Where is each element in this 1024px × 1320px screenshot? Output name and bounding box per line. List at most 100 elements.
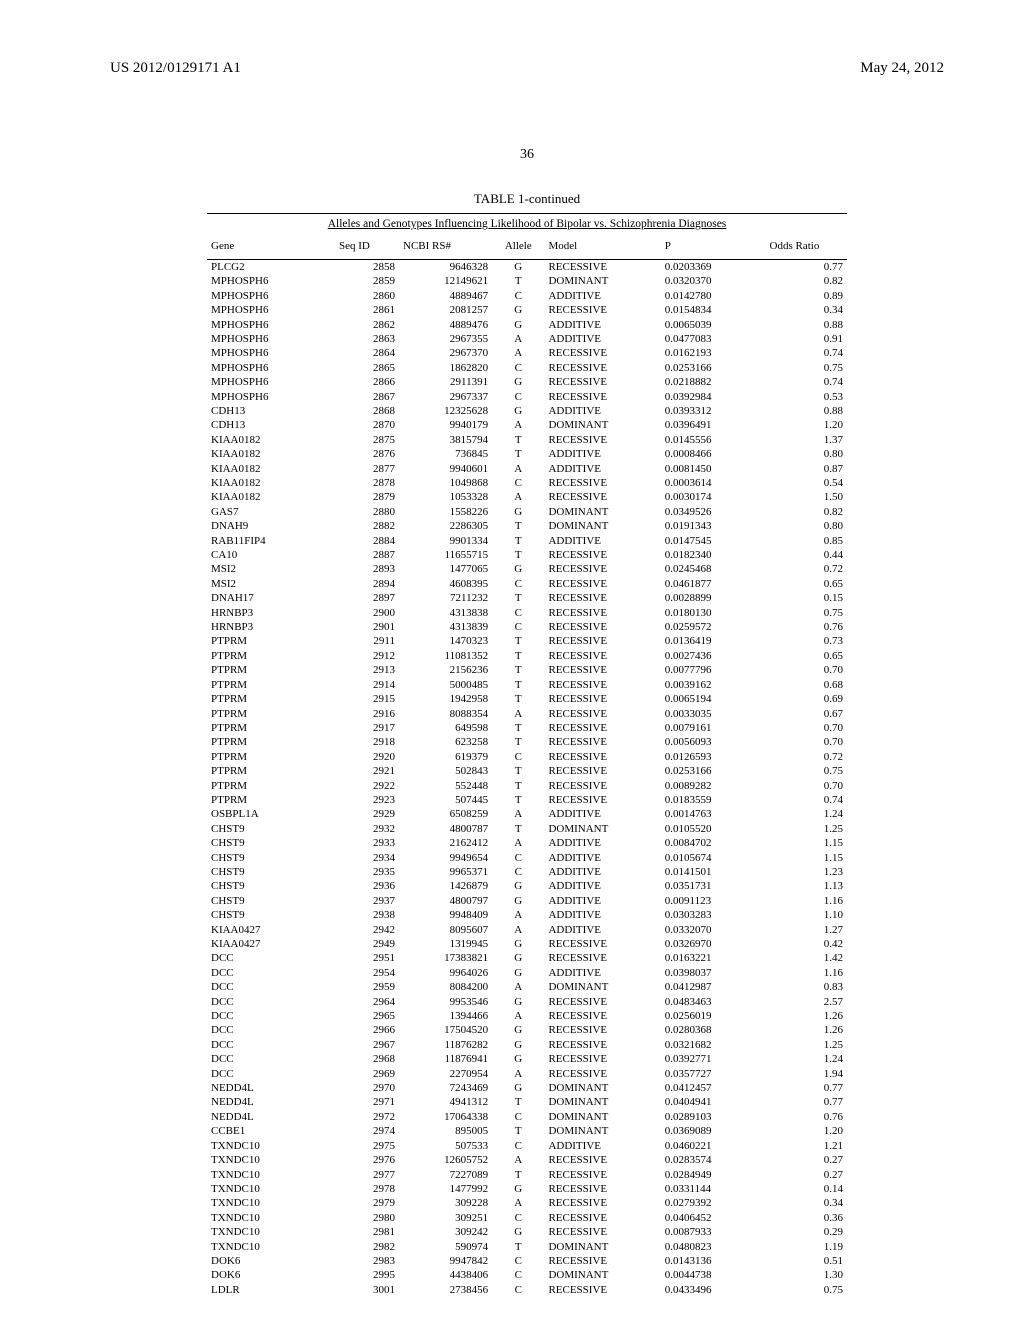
table-cell: 2964: [335, 995, 399, 1009]
table-cell: ADDITIVE: [544, 966, 660, 980]
table-cell: CHST9: [207, 822, 335, 836]
table-cell: ADDITIVE: [544, 808, 660, 822]
table-cell: 2937: [335, 894, 399, 908]
table-cell: DCC: [207, 966, 335, 980]
table-cell: TXNDC10: [207, 1226, 335, 1240]
table-cell: PTPRM: [207, 693, 335, 707]
table-row: NEDD4L29707243469GDOMINANT0.04124570.77: [207, 1082, 847, 1096]
table-row: KIAA018228753815794TRECESSIVE0.01455561.…: [207, 433, 847, 447]
table-cell: T: [492, 721, 544, 735]
table-cell: 1426879: [399, 880, 492, 894]
table-row: MPHOSPH628672967337CRECESSIVE0.03929840.…: [207, 390, 847, 404]
table-row: PTPRM2921502843TRECESSIVE0.02531660.75: [207, 765, 847, 779]
table-cell: 0.88: [766, 404, 847, 418]
table-row: TXNDC1029781477992GRECESSIVE0.03311440.1…: [207, 1182, 847, 1196]
table-cell: TXNDC10: [207, 1211, 335, 1225]
table-cell: RECESSIVE: [544, 952, 660, 966]
table-cell: 0.76: [766, 621, 847, 635]
table-cell: 0.82: [766, 505, 847, 519]
table-cell: RECESSIVE: [544, 1283, 660, 1297]
table-row: CHST929349949654CADDITIVE0.01056741.15: [207, 851, 847, 865]
table-cell: 2970: [335, 1082, 399, 1096]
table-cell: 1558226: [399, 505, 492, 519]
table-cell: 0.0326970: [661, 938, 766, 952]
table-cell: 1.20: [766, 419, 847, 433]
table-cell: DOMINANT: [544, 1240, 660, 1254]
table-cell: 0.88: [766, 318, 847, 332]
table-cell: A: [492, 419, 544, 433]
table-cell: G: [492, 260, 544, 275]
table-cell: 0.0039162: [661, 678, 766, 692]
table-cell: T: [492, 736, 544, 750]
table-cell: 2081257: [399, 304, 492, 318]
table-row: PTPRM29132156236TRECESSIVE0.00777960.70: [207, 664, 847, 678]
table-cell: A: [492, 981, 544, 995]
table-cell: 2877: [335, 462, 399, 476]
table-cell: 4800787: [399, 822, 492, 836]
table-cell: PTPRM: [207, 779, 335, 793]
table-cell: 2967: [335, 1038, 399, 1052]
table-cell: G: [492, 1053, 544, 1067]
table-row: KIAA018228779940601AADDITIVE0.00814500.8…: [207, 462, 847, 476]
table-cell: 0.0065194: [661, 693, 766, 707]
table-cell: 2972: [335, 1110, 399, 1124]
table-cell: RECESSIVE: [544, 361, 660, 375]
table-cell: 0.0077796: [661, 664, 766, 678]
table-cell: CHST9: [207, 894, 335, 908]
table-cell: 2864: [335, 347, 399, 361]
table-row: KIAA042729428095607AADDITIVE0.03320701.2…: [207, 923, 847, 937]
table-cell: RECESSIVE: [544, 649, 660, 663]
table-cell: 1.94: [766, 1067, 847, 1081]
table-cell: ADDITIVE: [544, 318, 660, 332]
table-cell: T: [492, 649, 544, 663]
table-cell: 1.25: [766, 822, 847, 836]
table-cell: DOMINANT: [544, 1082, 660, 1096]
table-cell: RECESSIVE: [544, 779, 660, 793]
table-row: DOK629954438406CDOMINANT0.00447381.30: [207, 1269, 847, 1283]
table-cell: 2861: [335, 304, 399, 318]
table-cell: 2914: [335, 678, 399, 692]
table-cell: 0.0433496: [661, 1283, 766, 1297]
table-cell: 2893: [335, 563, 399, 577]
table-title: TABLE 1-continued: [110, 191, 944, 207]
table-cell: T: [492, 433, 544, 447]
table-cell: 0.0008466: [661, 448, 766, 462]
table-header-row: Gene Seq ID NCBI RS# Allele Model P Odds…: [207, 236, 847, 260]
table-cell: ADDITIVE: [544, 923, 660, 937]
table-cell: DCC: [207, 952, 335, 966]
table-row: CHST929374800797GADDITIVE0.00911231.16: [207, 894, 847, 908]
table-cell: RECESSIVE: [544, 1226, 660, 1240]
table-cell: 2966: [335, 1024, 399, 1038]
table-cell: A: [492, 909, 544, 923]
table-cell: 2911391: [399, 376, 492, 390]
table-cell: 7243469: [399, 1082, 492, 1096]
table-cell: 1942958: [399, 693, 492, 707]
table-cell: 0.0105674: [661, 851, 766, 865]
table-cell: 0.68: [766, 678, 847, 692]
table-row: CHST929359965371CADDITIVE0.01415011.23: [207, 865, 847, 879]
table-cell: DCC: [207, 1067, 335, 1081]
table-cell: RECESSIVE: [544, 664, 660, 678]
table-cell: 1394466: [399, 1010, 492, 1024]
table-cell: 552448: [399, 779, 492, 793]
table-cell: 2980: [335, 1211, 399, 1225]
table-row: KIAA01822876736845TADDITIVE0.00084660.80: [207, 448, 847, 462]
table-cell: KIAA0427: [207, 938, 335, 952]
data-table: Gene Seq ID NCBI RS# Allele Model P Odds…: [207, 236, 847, 1298]
table-cell: 0.0477083: [661, 332, 766, 346]
table-cell: RECESSIVE: [544, 1010, 660, 1024]
table-cell: 2270954: [399, 1067, 492, 1081]
table-row: PTPRM29168088354ARECESSIVE0.00330350.67: [207, 707, 847, 721]
table-row: TXNDC102981309242GRECESSIVE0.00879330.29: [207, 1226, 847, 1240]
table-cell: T: [492, 592, 544, 606]
table-cell: 0.0253166: [661, 361, 766, 375]
table-cell: 2923: [335, 793, 399, 807]
table-cell: 8084200: [399, 981, 492, 995]
table-cell: T: [492, 275, 544, 289]
table-cell: C: [492, 851, 544, 865]
table-cell: RECESSIVE: [544, 693, 660, 707]
table-cell: C: [492, 865, 544, 879]
table-cell: A: [492, 808, 544, 822]
table-cell: 2911: [335, 635, 399, 649]
table-cell: ADDITIVE: [544, 894, 660, 908]
